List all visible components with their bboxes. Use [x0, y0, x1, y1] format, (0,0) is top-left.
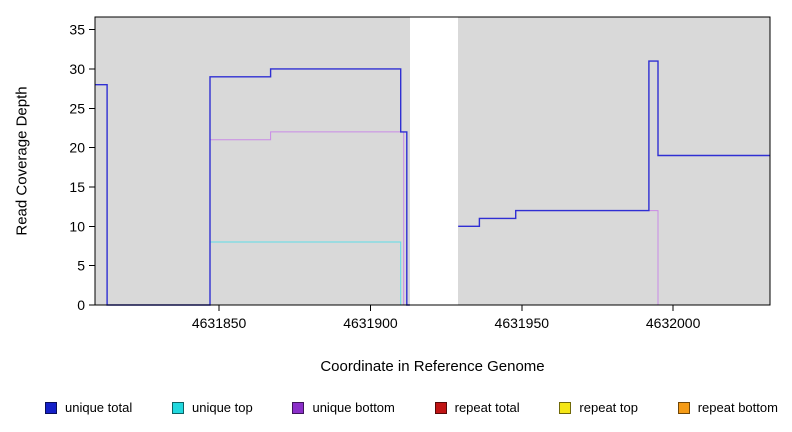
legend-item-unique-top: unique top [171, 400, 253, 415]
legend-swatch-unique-total [45, 401, 57, 414]
legend-label: repeat bottom [697, 400, 778, 415]
x-tick-label: 4632000 [646, 315, 701, 331]
legend-swatch-unique-bottom [292, 401, 305, 414]
series-line-unique-total [458, 60, 770, 228]
y-tick-label: 15 [69, 179, 85, 195]
y-tick-label: 10 [69, 218, 85, 234]
y-tick-label: 20 [69, 140, 85, 156]
chart-canvas: 4631850 4631900 4631950 4632000 0 5 10 15 20 25 30… [69, 16, 771, 331]
legend-label: unique bottom [312, 400, 395, 415]
x-tick-label: 4631850 [192, 315, 247, 331]
legend-item-unique-total: unique total [45, 400, 132, 415]
legend-item-repeat-top: repeat top [559, 400, 638, 415]
series-line-unique-total [95, 68, 410, 306]
y-tick-label: 30 [69, 61, 85, 77]
legend-label: repeat top [579, 400, 638, 415]
x-tick-label: 4631950 [495, 315, 550, 331]
y-tick-label: 25 [69, 100, 85, 116]
legend-swatch-unique-top [171, 401, 184, 414]
legend-item-repeat-total: repeat total [434, 400, 520, 415]
x-axis-title: Coordinate in Reference Genome [320, 358, 545, 375]
y-axis-title: Read Coverage Depth [13, 86, 31, 236]
legend-swatch-repeat-total [434, 401, 447, 414]
legend-label: repeat total [454, 400, 520, 415]
plot-border [94, 16, 771, 306]
legend-swatch-repeat-top [559, 401, 572, 414]
y-tick-label: 35 [69, 22, 85, 38]
y-tick-label: 0 [77, 297, 85, 313]
legend-item-unique-bottom: unique bottom [292, 400, 395, 415]
x-tick-label: 4631900 [343, 315, 398, 331]
y-tick-label: 5 [77, 258, 85, 274]
legend: unique total unique top unique bottom repea… [45, 400, 778, 415]
legend-swatch-repeat-bottom [677, 401, 690, 414]
legend-label: unique total [65, 400, 133, 415]
coverage-gap-region [409, 17, 459, 305]
legend-item-repeat-bottom: repeat bottom [677, 400, 778, 415]
legend-label: unique top [191, 400, 253, 415]
